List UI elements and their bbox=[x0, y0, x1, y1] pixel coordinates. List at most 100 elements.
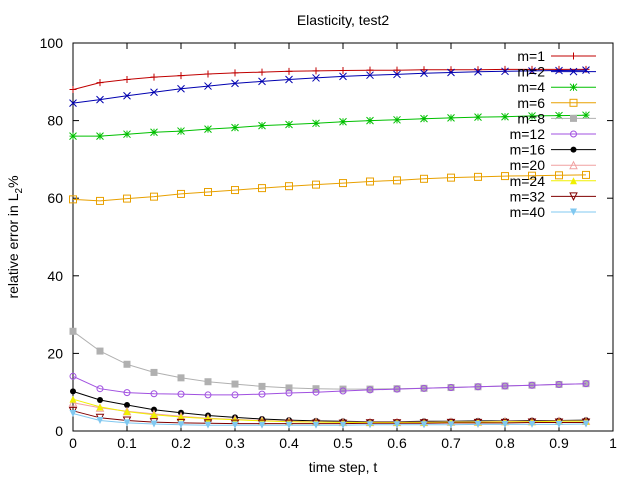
data-point bbox=[123, 130, 131, 139]
data-point bbox=[204, 82, 212, 90]
data-point bbox=[204, 125, 212, 133]
series-line bbox=[72, 69, 587, 104]
data-point bbox=[528, 67, 536, 75]
data-point bbox=[447, 173, 455, 182]
data-point bbox=[96, 95, 104, 104]
y-tick-label: 0 bbox=[55, 423, 63, 439]
data-point bbox=[582, 111, 590, 120]
data-point bbox=[177, 390, 185, 398]
y-axis-label-sub: 2 bbox=[14, 187, 25, 193]
chart-title: Elasticity, test2 bbox=[297, 12, 390, 28]
data-point bbox=[285, 389, 293, 397]
data-point bbox=[204, 70, 212, 78]
data-point bbox=[393, 176, 401, 185]
y-tick-label: 80 bbox=[47, 113, 63, 129]
series-m-6 bbox=[69, 170, 590, 205]
data-point bbox=[420, 69, 428, 78]
legend-marker bbox=[569, 192, 578, 202]
data-point bbox=[285, 75, 293, 84]
data-point bbox=[123, 419, 131, 427]
data-point bbox=[177, 189, 185, 198]
data-point bbox=[366, 116, 374, 125]
data-point bbox=[69, 372, 77, 380]
data-point bbox=[555, 171, 563, 180]
data-point bbox=[501, 112, 509, 121]
data-point bbox=[96, 196, 104, 205]
legend-marker bbox=[570, 130, 577, 138]
data-point bbox=[393, 385, 401, 393]
data-point bbox=[124, 402, 130, 409]
data-point bbox=[447, 384, 455, 392]
data-point bbox=[96, 385, 104, 393]
y-axis-label-suffix: % bbox=[5, 175, 21, 187]
data-point bbox=[150, 390, 158, 398]
data-point bbox=[528, 381, 536, 389]
data-point bbox=[366, 66, 374, 74]
data-point bbox=[96, 347, 104, 355]
data-point bbox=[177, 84, 185, 93]
data-point bbox=[582, 380, 590, 388]
data-point bbox=[69, 195, 77, 204]
data-point bbox=[312, 119, 320, 128]
data-point bbox=[123, 389, 131, 397]
legend-marker bbox=[570, 208, 577, 216]
data-point bbox=[204, 391, 212, 399]
data-point bbox=[177, 72, 185, 80]
data-point bbox=[366, 385, 374, 393]
legend-label: m=16 bbox=[510, 142, 546, 158]
series-group bbox=[68, 65, 591, 429]
data-point bbox=[69, 395, 77, 403]
legend-label: m=40 bbox=[510, 204, 546, 220]
x-tick-label: 0.7 bbox=[441, 435, 461, 451]
data-point bbox=[555, 380, 563, 388]
data-point bbox=[474, 172, 482, 181]
x-tick-label: 0.2 bbox=[171, 435, 191, 451]
data-point bbox=[69, 327, 77, 335]
data-point bbox=[231, 391, 239, 399]
x-tick-label: 0.3 bbox=[225, 435, 245, 451]
x-tick-label: 0.5 bbox=[333, 435, 353, 451]
data-point bbox=[204, 421, 212, 429]
data-point bbox=[393, 421, 401, 429]
data-point bbox=[582, 420, 590, 428]
legend-marker bbox=[570, 177, 577, 185]
data-point bbox=[582, 170, 590, 179]
y-axis-label-main: relative error in L bbox=[5, 193, 21, 298]
series-m-12 bbox=[69, 372, 590, 399]
series-line bbox=[73, 114, 587, 137]
series-line bbox=[72, 68, 586, 91]
data-point bbox=[258, 77, 266, 86]
legend-marker bbox=[570, 146, 577, 153]
data-point bbox=[366, 177, 374, 186]
data-point bbox=[69, 410, 77, 418]
data-point bbox=[474, 67, 482, 76]
data-point bbox=[312, 421, 320, 429]
data-point bbox=[501, 420, 509, 428]
data-point bbox=[555, 66, 563, 75]
series-line bbox=[72, 390, 587, 423]
data-point bbox=[258, 121, 266, 130]
data-point bbox=[123, 408, 131, 416]
x-tick-label: 0.9 bbox=[549, 435, 569, 451]
legend-label: m=32 bbox=[510, 188, 546, 204]
legend-label: m=6 bbox=[517, 95, 545, 111]
data-point bbox=[393, 115, 401, 124]
data-point bbox=[420, 114, 428, 123]
series-m-4 bbox=[69, 111, 590, 140]
data-point bbox=[231, 79, 239, 88]
series-line bbox=[72, 174, 587, 202]
data-point bbox=[420, 174, 428, 183]
legend-marker bbox=[569, 160, 578, 170]
data-point bbox=[285, 67, 293, 75]
data-point bbox=[582, 66, 590, 75]
data-point bbox=[204, 187, 212, 196]
series-m-8 bbox=[69, 327, 590, 393]
data-point bbox=[70, 388, 76, 395]
data-point bbox=[285, 421, 293, 429]
data-point bbox=[258, 68, 266, 76]
data-point bbox=[69, 132, 77, 140]
x-axis-label: time step, t bbox=[309, 459, 378, 475]
series-line bbox=[72, 375, 587, 396]
legend-label: m=2 bbox=[517, 64, 545, 80]
data-point bbox=[366, 386, 374, 394]
